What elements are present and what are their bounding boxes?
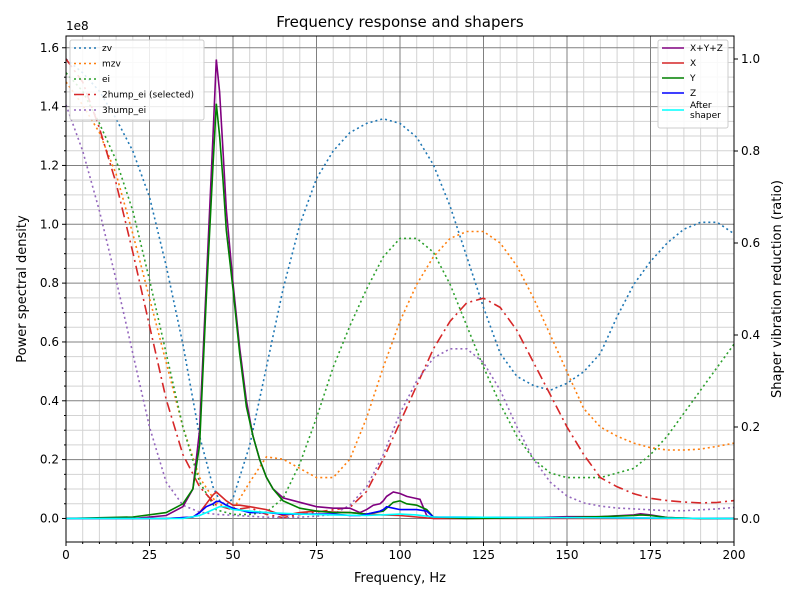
legend-right-label: Y: [689, 74, 696, 84]
x-tick-label: 25: [142, 548, 157, 562]
shaper-lines: [65, 58, 735, 519]
y2-tick-label: 0.0: [741, 512, 760, 526]
psd-line-after-shaper: [66, 505, 735, 520]
x-axis-label: Frequency, Hz: [354, 571, 446, 586]
y2-axis-ticks: 0.0 0.2 0.4 0.6 0.8 1.0: [734, 52, 760, 526]
legend-left-label: 2hump_ei (selected): [102, 91, 194, 101]
x-tick-label: 125: [472, 548, 495, 562]
x-tick-label: 200: [723, 548, 746, 562]
y-tick-label: 0.2: [40, 453, 59, 467]
y2-tick-label: 0.2: [741, 420, 760, 434]
y-tick-label: 0.0: [40, 511, 59, 525]
legend-right: X+Y+Z XYZ After shaper: [657, 39, 729, 129]
x-tick-label: 150: [556, 548, 579, 562]
y2-tick-label: 0.6: [741, 236, 760, 250]
shaper-line-2hump-ei: [65, 58, 735, 519]
legend-right-label: After shaper: [690, 101, 721, 121]
legend-left: zv mzv ei 2hump_ei (selected) 3hump_ei: [69, 39, 205, 121]
legend-left-box: [69, 39, 205, 121]
y2-tick-label: 0.4: [741, 328, 760, 342]
x-tick-label: 175: [639, 548, 662, 562]
y-tick-label: 1.4: [40, 100, 59, 114]
legend-left-label: mzv: [102, 60, 121, 70]
legend-right-label: X+Y+Z: [690, 44, 723, 54]
x-tick-label: 100: [389, 548, 412, 562]
y2-tick-label: 0.8: [741, 144, 760, 158]
chart-title: Frequency response and shapers: [276, 13, 524, 31]
legend-left-label: 3hump_ei: [102, 106, 146, 116]
x-tick-label: 50: [225, 548, 240, 562]
y-tick-label: 1.6: [40, 41, 59, 55]
psd-lines: [65, 59, 735, 520]
shaper-line-3hump-ei: [65, 104, 735, 519]
legend-left-label: zv: [102, 44, 113, 54]
shaper-line-ei: [65, 72, 735, 516]
x-tick-label: 75: [309, 548, 324, 562]
legend-left-label: ei: [102, 75, 110, 85]
y-axis-offset-text: 1e8: [66, 19, 89, 33]
legend-right-label: Z: [690, 89, 696, 99]
y-tick-label: 0.4: [40, 394, 59, 408]
y-tick-label: 1.0: [40, 217, 59, 231]
y2-axis-label: Shaper vibration reduction (ratio): [770, 180, 785, 398]
y-axis-ticks: 0.0 0.2 0.4 0.6 0.8 1.0 1.2 1.4 1.6: [40, 41, 66, 525]
y-tick-label: 1.2: [40, 158, 59, 172]
y-tick-label: 0.6: [40, 335, 59, 349]
y-axis-label: Power spectral density: [15, 215, 30, 363]
legend-right-label: X: [690, 59, 696, 69]
y-tick-label: 0.8: [40, 276, 59, 290]
y2-tick-label: 1.0: [741, 52, 760, 66]
x-tick-label: 0: [62, 548, 70, 562]
x-axis-ticks: 0 25 50 75 100 125 150 175 200: [62, 542, 745, 562]
legend-right-box: [657, 39, 729, 129]
